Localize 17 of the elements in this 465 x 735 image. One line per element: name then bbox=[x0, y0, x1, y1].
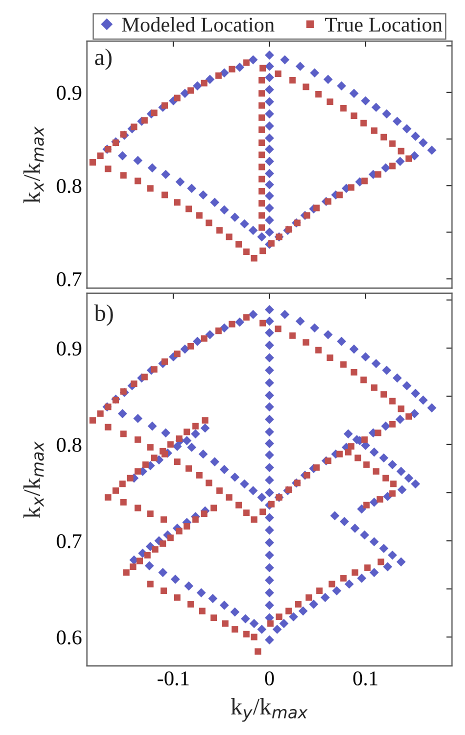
y-tick-label: 0.7 bbox=[56, 534, 82, 548]
y-tick-label: 0.6 bbox=[56, 630, 82, 645]
annotation: b) bbox=[94, 304, 113, 326]
y-axis-title: k$_{x}$/k$_{max}$ bbox=[23, 441, 44, 518]
x-tick-label: 0 bbox=[265, 671, 274, 686]
legend-label: True Location bbox=[325, 18, 442, 32]
x-tick-label: -0.1 bbox=[158, 671, 189, 686]
y-tick-label: 0.9 bbox=[56, 86, 82, 100]
legend-label: Modeled Location bbox=[122, 17, 274, 32]
annotation: a) bbox=[95, 48, 112, 70]
y-tick-label: 0.8 bbox=[56, 178, 82, 194]
y-tick-label: 0.8 bbox=[56, 438, 82, 452]
y-axis-title: k$_{x}$/k$_{max}$ bbox=[23, 126, 44, 204]
x-axis-title: k$_{y}$/k$_{max}$ bbox=[230, 698, 308, 722]
y-tick-label: 0.9 bbox=[56, 342, 82, 356]
y-tick-label: 0.7 bbox=[56, 272, 82, 286]
x-tick-label: 0.1 bbox=[353, 671, 378, 686]
